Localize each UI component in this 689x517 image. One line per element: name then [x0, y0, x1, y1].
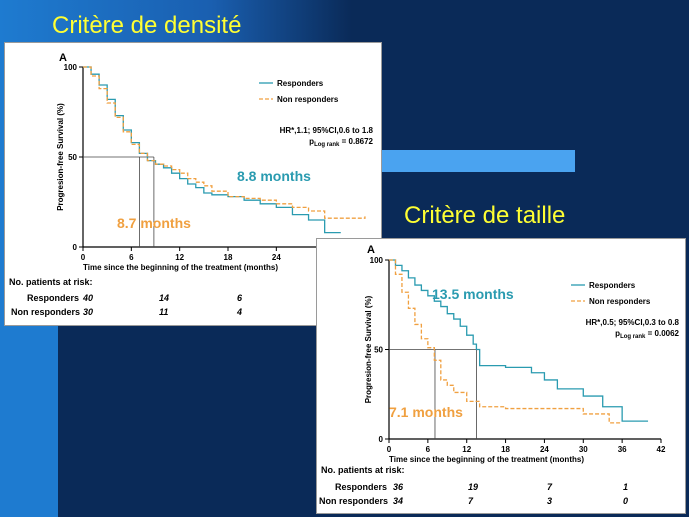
hazard-ratio-text: HR*,0.5; 95%CI,0.3 to 0.8: [586, 318, 680, 327]
curve-non-responders: [389, 259, 623, 424]
legend-label-non-responders: Non responders: [277, 95, 339, 104]
x-tick-label: 18: [224, 253, 233, 262]
risk-label-responders: Responders: [335, 482, 388, 492]
x-tick-label: 42: [657, 445, 666, 454]
risk-value: 7: [468, 496, 474, 506]
y-axis-label: Progresion-free Survival (%): [364, 295, 373, 403]
risk-label-non-responders: Non responders: [319, 496, 389, 506]
risk-value: 0: [623, 496, 629, 506]
x-tick-label: 18: [501, 445, 510, 454]
p-value-text: pLog rank = 0.0062: [615, 329, 679, 340]
y-tick-label: 100: [370, 256, 384, 265]
x-tick-label: 24: [540, 445, 549, 454]
risk-value: 11: [159, 307, 169, 317]
x-tick-label: 12: [462, 445, 471, 454]
y-tick-label: 0: [379, 435, 384, 444]
hazard-ratio-text: HR*,1.1; 95%CI,0.6 to 1.8: [280, 126, 374, 135]
p-value-text: pLog rank = 0.8672: [309, 137, 373, 148]
risk-value: 4: [237, 307, 243, 317]
risk-header: No. patients at risk:: [9, 277, 93, 287]
risk-value: 30: [83, 307, 94, 317]
x-axis-label: Time since the beginning of the treatmen…: [83, 263, 278, 272]
legend-label-responders: Responders: [589, 281, 636, 290]
risk-value: 19: [468, 482, 479, 492]
risk-value: 36: [393, 482, 404, 492]
y-tick-label: 50: [374, 346, 383, 355]
risk-label-responders: Responders: [27, 293, 80, 303]
risk-header: No. patients at risk:: [321, 465, 405, 475]
y-tick-label: 100: [64, 63, 78, 72]
x-tick-label: 36: [618, 445, 627, 454]
risk-value: 1: [623, 482, 629, 492]
y-axis-label: Progresion-free Survival (%): [56, 103, 65, 211]
panel-letter: A: [59, 52, 67, 64]
x-tick-label: 6: [426, 445, 431, 454]
y-tick-label: 0: [73, 243, 78, 252]
risk-value: 7: [547, 482, 553, 492]
background-light-bar: [380, 150, 575, 172]
x-tick-label: 12: [175, 253, 184, 262]
slide-title-size: Critère de taille: [404, 202, 566, 229]
median-label-responders: 8.8 months: [237, 168, 311, 184]
slide-title-density: Critère de densité: [52, 12, 242, 39]
legend-label-non-responders: Non responders: [589, 297, 651, 306]
curve-non-responders: [83, 66, 366, 219]
km-chart-size: A 0 50 100 0 6 12 18 24 30 36 42 Time since the begi…: [364, 244, 680, 464]
risk-label-non-responders: Non responders: [11, 307, 81, 317]
x-tick-label: 0: [81, 253, 86, 262]
risk-value: 34: [393, 496, 404, 506]
x-axis-label: Time since the beginning of the treatmen…: [389, 455, 584, 464]
risk-value: 40: [83, 293, 94, 303]
x-tick-label: 0: [387, 445, 392, 454]
panel-letter: A: [367, 244, 375, 256]
risk-value: 6: [237, 293, 243, 303]
legend-label-responders: Responders: [277, 79, 324, 88]
x-tick-label: 6: [129, 253, 134, 262]
median-label-responders: 13.5 months: [432, 286, 514, 302]
curve-responders: [83, 66, 341, 234]
risk-value: 3: [547, 496, 553, 506]
curve-responders: [389, 259, 649, 422]
background-top-band: [0, 0, 352, 44]
risk-value: 14: [159, 293, 170, 303]
x-tick-label: 30: [579, 445, 588, 454]
x-tick-label: 24: [272, 253, 281, 262]
y-tick-label: 50: [68, 153, 77, 162]
median-label-non-responders: 8.7 months: [117, 215, 191, 231]
median-label-non-responders: 7.1 months: [389, 404, 463, 420]
chart-panel-size: A 0 50 100 0 6 12 18 24 30 36 42 Time since the begi…: [316, 238, 686, 514]
